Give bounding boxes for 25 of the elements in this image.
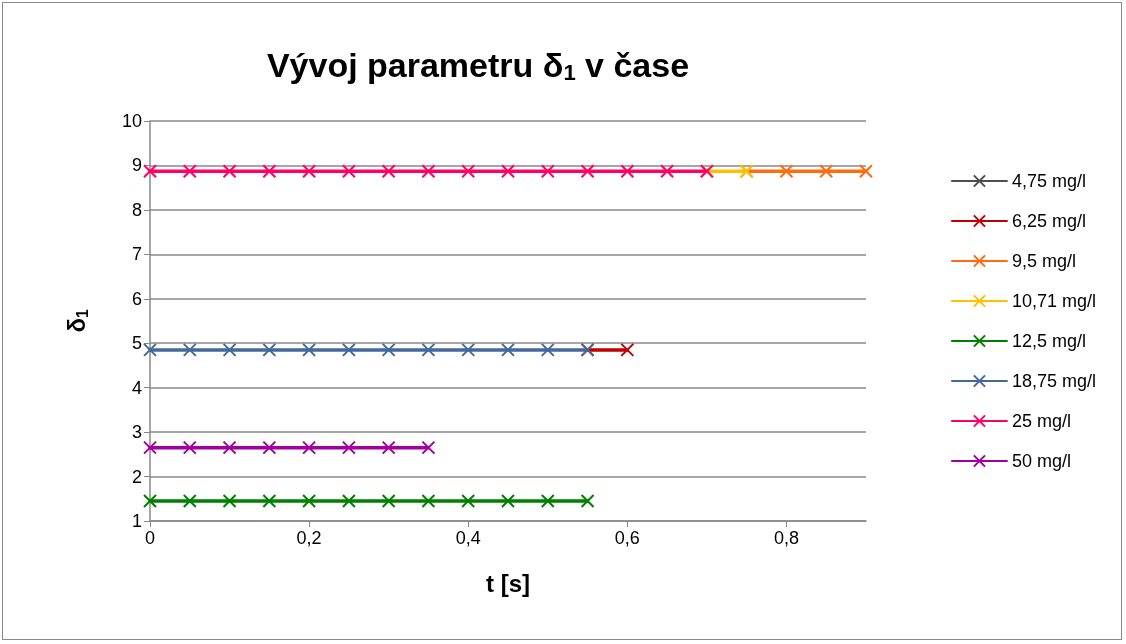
y-tick-label: 9 <box>131 155 142 176</box>
legend-label: 50 mg/l <box>1011 451 1071 471</box>
y-tick-label: 3 <box>131 422 142 443</box>
legend-label: 18,75 mg/l <box>1011 371 1097 391</box>
x-tick-label: 0 <box>144 528 156 548</box>
x-tick-label: 0,8 <box>773 528 799 548</box>
legend-label: 25 mg/l <box>1011 411 1071 431</box>
y-tick-label: 4 <box>131 377 142 398</box>
y-tick-label: 6 <box>131 288 142 309</box>
legend-label: 12,5 mg/l <box>1011 331 1086 351</box>
y-tick-label: 5 <box>131 333 142 354</box>
legend-label: 10,71 mg/l <box>1011 291 1097 311</box>
y-tick-label: 2 <box>131 466 142 487</box>
y-tick-label: 7 <box>131 244 142 265</box>
y-tick-label: 8 <box>131 199 142 220</box>
legend-label: 4,75 mg/l <box>1011 171 1086 191</box>
x-tick-label: 0,2 <box>296 528 322 548</box>
y-axis-title: δ1 <box>63 309 91 333</box>
y-tick-label: 1 <box>131 511 142 531</box>
x-tick-label: 0,4 <box>455 528 481 548</box>
y-tick-label: 10 <box>121 111 142 131</box>
x-axis-title: t [s] <box>486 569 530 597</box>
legend-label: 6,25 mg/l <box>1011 211 1086 231</box>
x-tick-label: 0,6 <box>614 528 640 548</box>
legend-label: 9,5 mg/l <box>1011 251 1076 271</box>
